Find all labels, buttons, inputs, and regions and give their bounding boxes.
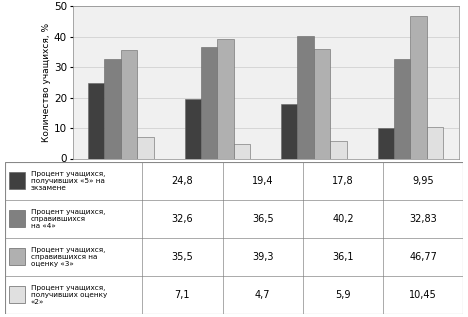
Text: 5,9: 5,9	[335, 290, 351, 300]
Bar	[410, 16, 427, 158]
Text: 36,5: 36,5	[252, 214, 273, 224]
Text: Процент учащихся,
справившихся на
оценку «3»: Процент учащихся, справившихся на оценку…	[31, 247, 105, 267]
Bar	[281, 104, 298, 158]
Bar	[201, 48, 217, 158]
Text: Процент учащихся,
справившихся
на «4»: Процент учащихся, справившихся на «4»	[31, 209, 105, 229]
Text: Процент учащихся,
получивших «5» на
экзамене: Процент учащихся, получивших «5» на экза…	[31, 171, 105, 191]
Text: Процент учащихся,
получивших оценку
«2»: Процент учащихся, получивших оценку «2»	[31, 285, 107, 305]
Bar	[88, 83, 104, 158]
Bar	[121, 50, 137, 158]
Text: 9,95: 9,95	[412, 176, 434, 186]
Bar	[298, 36, 314, 158]
Text: 24,8: 24,8	[172, 176, 193, 186]
Bar	[9, 172, 25, 189]
Y-axis label: Количество учащихся, %: Количество учащихся, %	[42, 23, 51, 142]
Text: 40,2: 40,2	[332, 214, 354, 224]
Bar	[9, 248, 25, 265]
Bar	[9, 286, 25, 303]
Text: 35,5: 35,5	[172, 252, 193, 262]
Text: 32,83: 32,83	[410, 214, 437, 224]
Bar	[378, 128, 394, 158]
Text: 46,77: 46,77	[409, 252, 437, 262]
Bar	[314, 49, 330, 158]
Bar	[234, 144, 250, 158]
Bar	[104, 59, 121, 158]
Text: 19,4: 19,4	[252, 176, 273, 186]
Text: 17,8: 17,8	[332, 176, 354, 186]
Text: 32,6: 32,6	[172, 214, 193, 224]
Bar	[9, 210, 25, 227]
Text: 7,1: 7,1	[175, 290, 190, 300]
Bar	[217, 39, 234, 158]
Bar	[427, 127, 443, 158]
Bar	[330, 140, 347, 158]
Text: 4,7: 4,7	[255, 290, 271, 300]
Bar	[394, 59, 410, 158]
Text: 10,45: 10,45	[410, 290, 437, 300]
Text: 39,3: 39,3	[252, 252, 273, 262]
Text: 36,1: 36,1	[332, 252, 354, 262]
Bar	[137, 137, 154, 158]
Bar	[184, 100, 201, 158]
